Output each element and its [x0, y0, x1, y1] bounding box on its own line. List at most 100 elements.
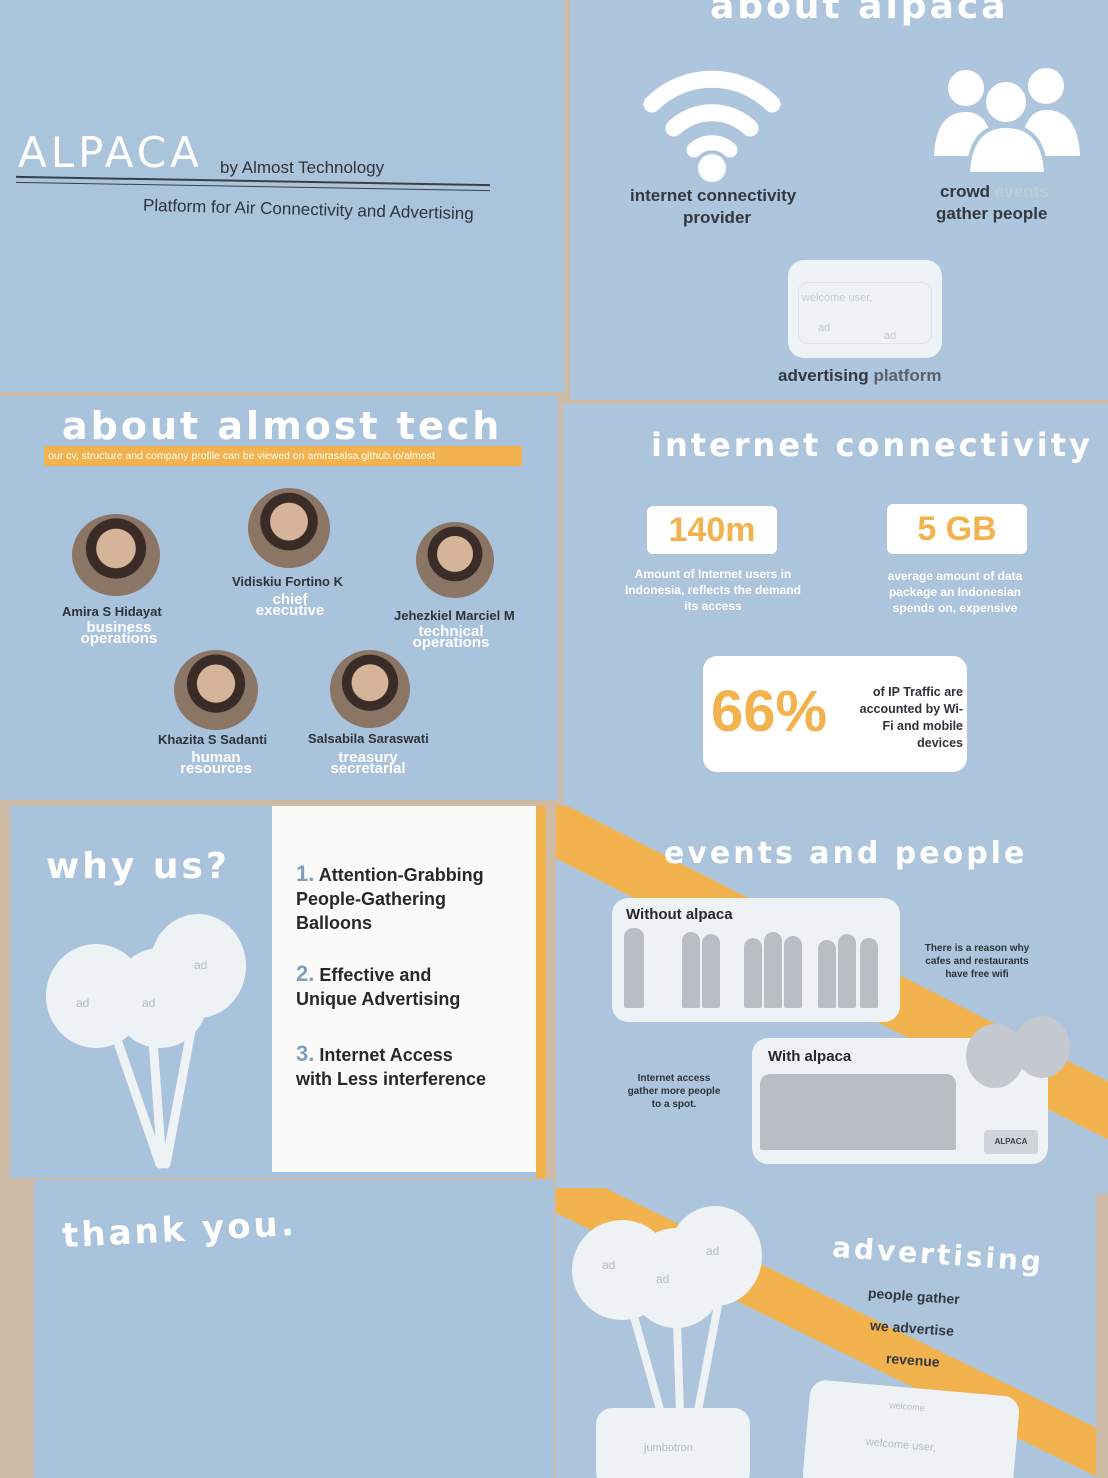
- item-line-1: Effective and: [319, 965, 432, 985]
- without-alpaca-label: Without alpaca: [626, 906, 733, 923]
- about-alpaca-title: about alpaca: [710, 0, 1009, 27]
- item-number: 2.: [296, 961, 315, 986]
- events-balloon-2: [1014, 1016, 1070, 1078]
- jumbotron-label: jumbotron: [644, 1442, 693, 1454]
- with-alpaca-label: With alpaca: [768, 1048, 852, 1065]
- profile-banner: our cv, structure and company profile ca…: [44, 446, 522, 466]
- avatar-vidiskiu: [248, 488, 330, 568]
- adv-card-welcome: welcome user,: [865, 1436, 937, 1455]
- adv-balloon-ad-3: ad: [706, 1244, 720, 1258]
- internet-connectivity-title: internet connectivity: [651, 426, 1093, 464]
- alpaca-title-panel: ALPACA by Almost Technology Platform for…: [0, 0, 565, 392]
- thank-you-panel: thank you.: [34, 1180, 554, 1478]
- byline: by Almost Technology: [220, 158, 385, 177]
- wifi-label-2: provider: [683, 208, 752, 227]
- person-role-khazita: human resources: [160, 749, 272, 777]
- crowd-faded-word: events: [994, 182, 1049, 201]
- avatar-amira: [72, 514, 160, 596]
- person-role-jehezkiel: technical operations: [396, 624, 506, 651]
- role-line-1: treasury: [338, 749, 398, 766]
- events-note-1: There is a reason why cafes and restaura…: [924, 943, 1030, 980]
- internet-connectivity-panel: internet connectivity 140m Amount of Int…: [563, 404, 1108, 816]
- ad-card-welcome: welcome user,: [802, 292, 873, 304]
- crowd-silhouettes: [760, 1074, 956, 1150]
- person-silhouette: [764, 932, 782, 1008]
- item-line-1: Attention-Grabbing: [318, 865, 484, 885]
- why-us-title: why us?: [46, 846, 230, 887]
- role-line-2: operations: [412, 634, 490, 651]
- adv-welcome-card: welcome welcome user,: [801, 1379, 1021, 1478]
- balloon-ad-1: ad: [76, 996, 90, 1010]
- why-us-item-1: 1. Attention-Grabbing People-Gathering B…: [296, 862, 484, 935]
- balloon-3: [150, 914, 246, 1018]
- item-line-1: Internet Access: [319, 1045, 453, 1065]
- crowd-word: crowd: [940, 182, 991, 201]
- role-line-2: secretarial: [330, 760, 406, 777]
- person-name-jehezkiel: Jehezkiel Marciel M: [394, 608, 515, 623]
- without-alpaca-card: Without alpaca: [612, 898, 900, 1022]
- events-panel: events and people Without alpaca There i…: [556, 806, 1108, 1194]
- alpaca-box-tag: ALPACA: [984, 1130, 1038, 1154]
- person-silhouette: [702, 934, 720, 1008]
- role-line-2: resources: [180, 760, 252, 777]
- item-number: 3.: [296, 1041, 315, 1066]
- person-name-vidiskiu: Vidiskiu Fortino K: [232, 574, 343, 589]
- stat-traffic-value: 66%: [711, 679, 828, 744]
- why-us-item-2: 2. Effective and Unique Advertising: [296, 962, 460, 1011]
- wifi-icon: [643, 70, 781, 182]
- item-line-2: with Less interference: [296, 1069, 487, 1089]
- crowd-label-2: gather people: [936, 204, 1048, 223]
- adv-balloon-ad-1: ad: [602, 1258, 616, 1272]
- role-line-1: chief: [272, 591, 308, 608]
- events-note-2: Internet access gather more people to a …: [627, 1073, 721, 1110]
- adv-balloon-ad-2: ad: [656, 1272, 670, 1286]
- person-silhouette: [624, 928, 644, 1008]
- person-silhouette: [784, 936, 802, 1008]
- person-silhouette: [744, 938, 762, 1008]
- why-us-list-card: 1. Attention-Grabbing People-Gathering B…: [272, 806, 536, 1172]
- avatar-jehezkiel: [416, 522, 494, 598]
- ad-card-inner: [798, 282, 932, 344]
- ad-platform-word-1: advertising: [778, 366, 869, 385]
- balloon-ad-2: ad: [142, 996, 156, 1010]
- person-silhouette: [682, 932, 700, 1008]
- item-line-2: People-Gathering: [296, 889, 447, 909]
- item-line-3: Balloons: [296, 913, 373, 933]
- role-line-1: business: [86, 619, 152, 636]
- person-name-amira: Amira S Hidayat: [62, 604, 162, 619]
- platform-subtitle: Platform for Air Connectivity and Advert…: [142, 195, 474, 224]
- ad-platform-word-2: platform: [873, 366, 942, 385]
- ad-platform-card: welcome user, ad ad: [788, 260, 942, 358]
- avatar-salsabila: [330, 650, 410, 728]
- person-role-salsabila: treasury secretarial: [312, 749, 424, 777]
- stat-data-desc: average amount of data package an Indone…: [887, 569, 1023, 615]
- stat-traffic-card: 66% of IP Traffic are accounted by Wi-Fi…: [703, 656, 967, 772]
- advertising-panel: ad ad ad jumbotron advertising people ga…: [556, 1188, 1096, 1478]
- stat-users-badge: 140m: [647, 506, 777, 554]
- jumbotron-box: jumbotron: [596, 1408, 750, 1478]
- role-line-1: human: [191, 749, 241, 766]
- why-us-orange-edge: [536, 806, 546, 1178]
- avatar-khazita: [174, 650, 258, 730]
- person-name-salsabila: Salsabila Saraswati: [308, 731, 429, 746]
- why-us-panel: why us? ad ad ad 1. Attention-Grabbing P…: [10, 806, 546, 1178]
- about-alpaca-panel: about alpaca internet connectivity provi…: [570, 0, 1108, 400]
- role-line-2: executive: [255, 602, 325, 619]
- crowd-label: crowd events: [940, 182, 1049, 202]
- stat-traffic-desc: of IP Traffic are accounted by Wi-Fi and…: [859, 685, 963, 750]
- person-silhouette: [860, 938, 878, 1008]
- stat-users-desc: Amount of Internet users in Indonesia, r…: [624, 567, 802, 613]
- thank-you-text: thank you.: [61, 1203, 298, 1257]
- alpaca-logo: ALPACA: [18, 128, 203, 177]
- person-silhouette: [818, 940, 836, 1008]
- wifi-label-1: internet connectivity: [630, 186, 797, 205]
- stat-data-badge: 5 GB: [887, 504, 1027, 554]
- ad-card-ad-1: ad: [818, 322, 831, 334]
- ad-card-ad-2: ad: [884, 330, 897, 342]
- person-silhouette: [838, 934, 856, 1008]
- item-line-2: Unique Advertising: [296, 989, 461, 1009]
- advertising-line-1: people gather: [867, 1284, 961, 1308]
- about-almost-tech-title: about almost tech: [62, 404, 503, 448]
- events-title: events and people: [664, 836, 1028, 871]
- balloon-ad-3: ad: [194, 958, 208, 972]
